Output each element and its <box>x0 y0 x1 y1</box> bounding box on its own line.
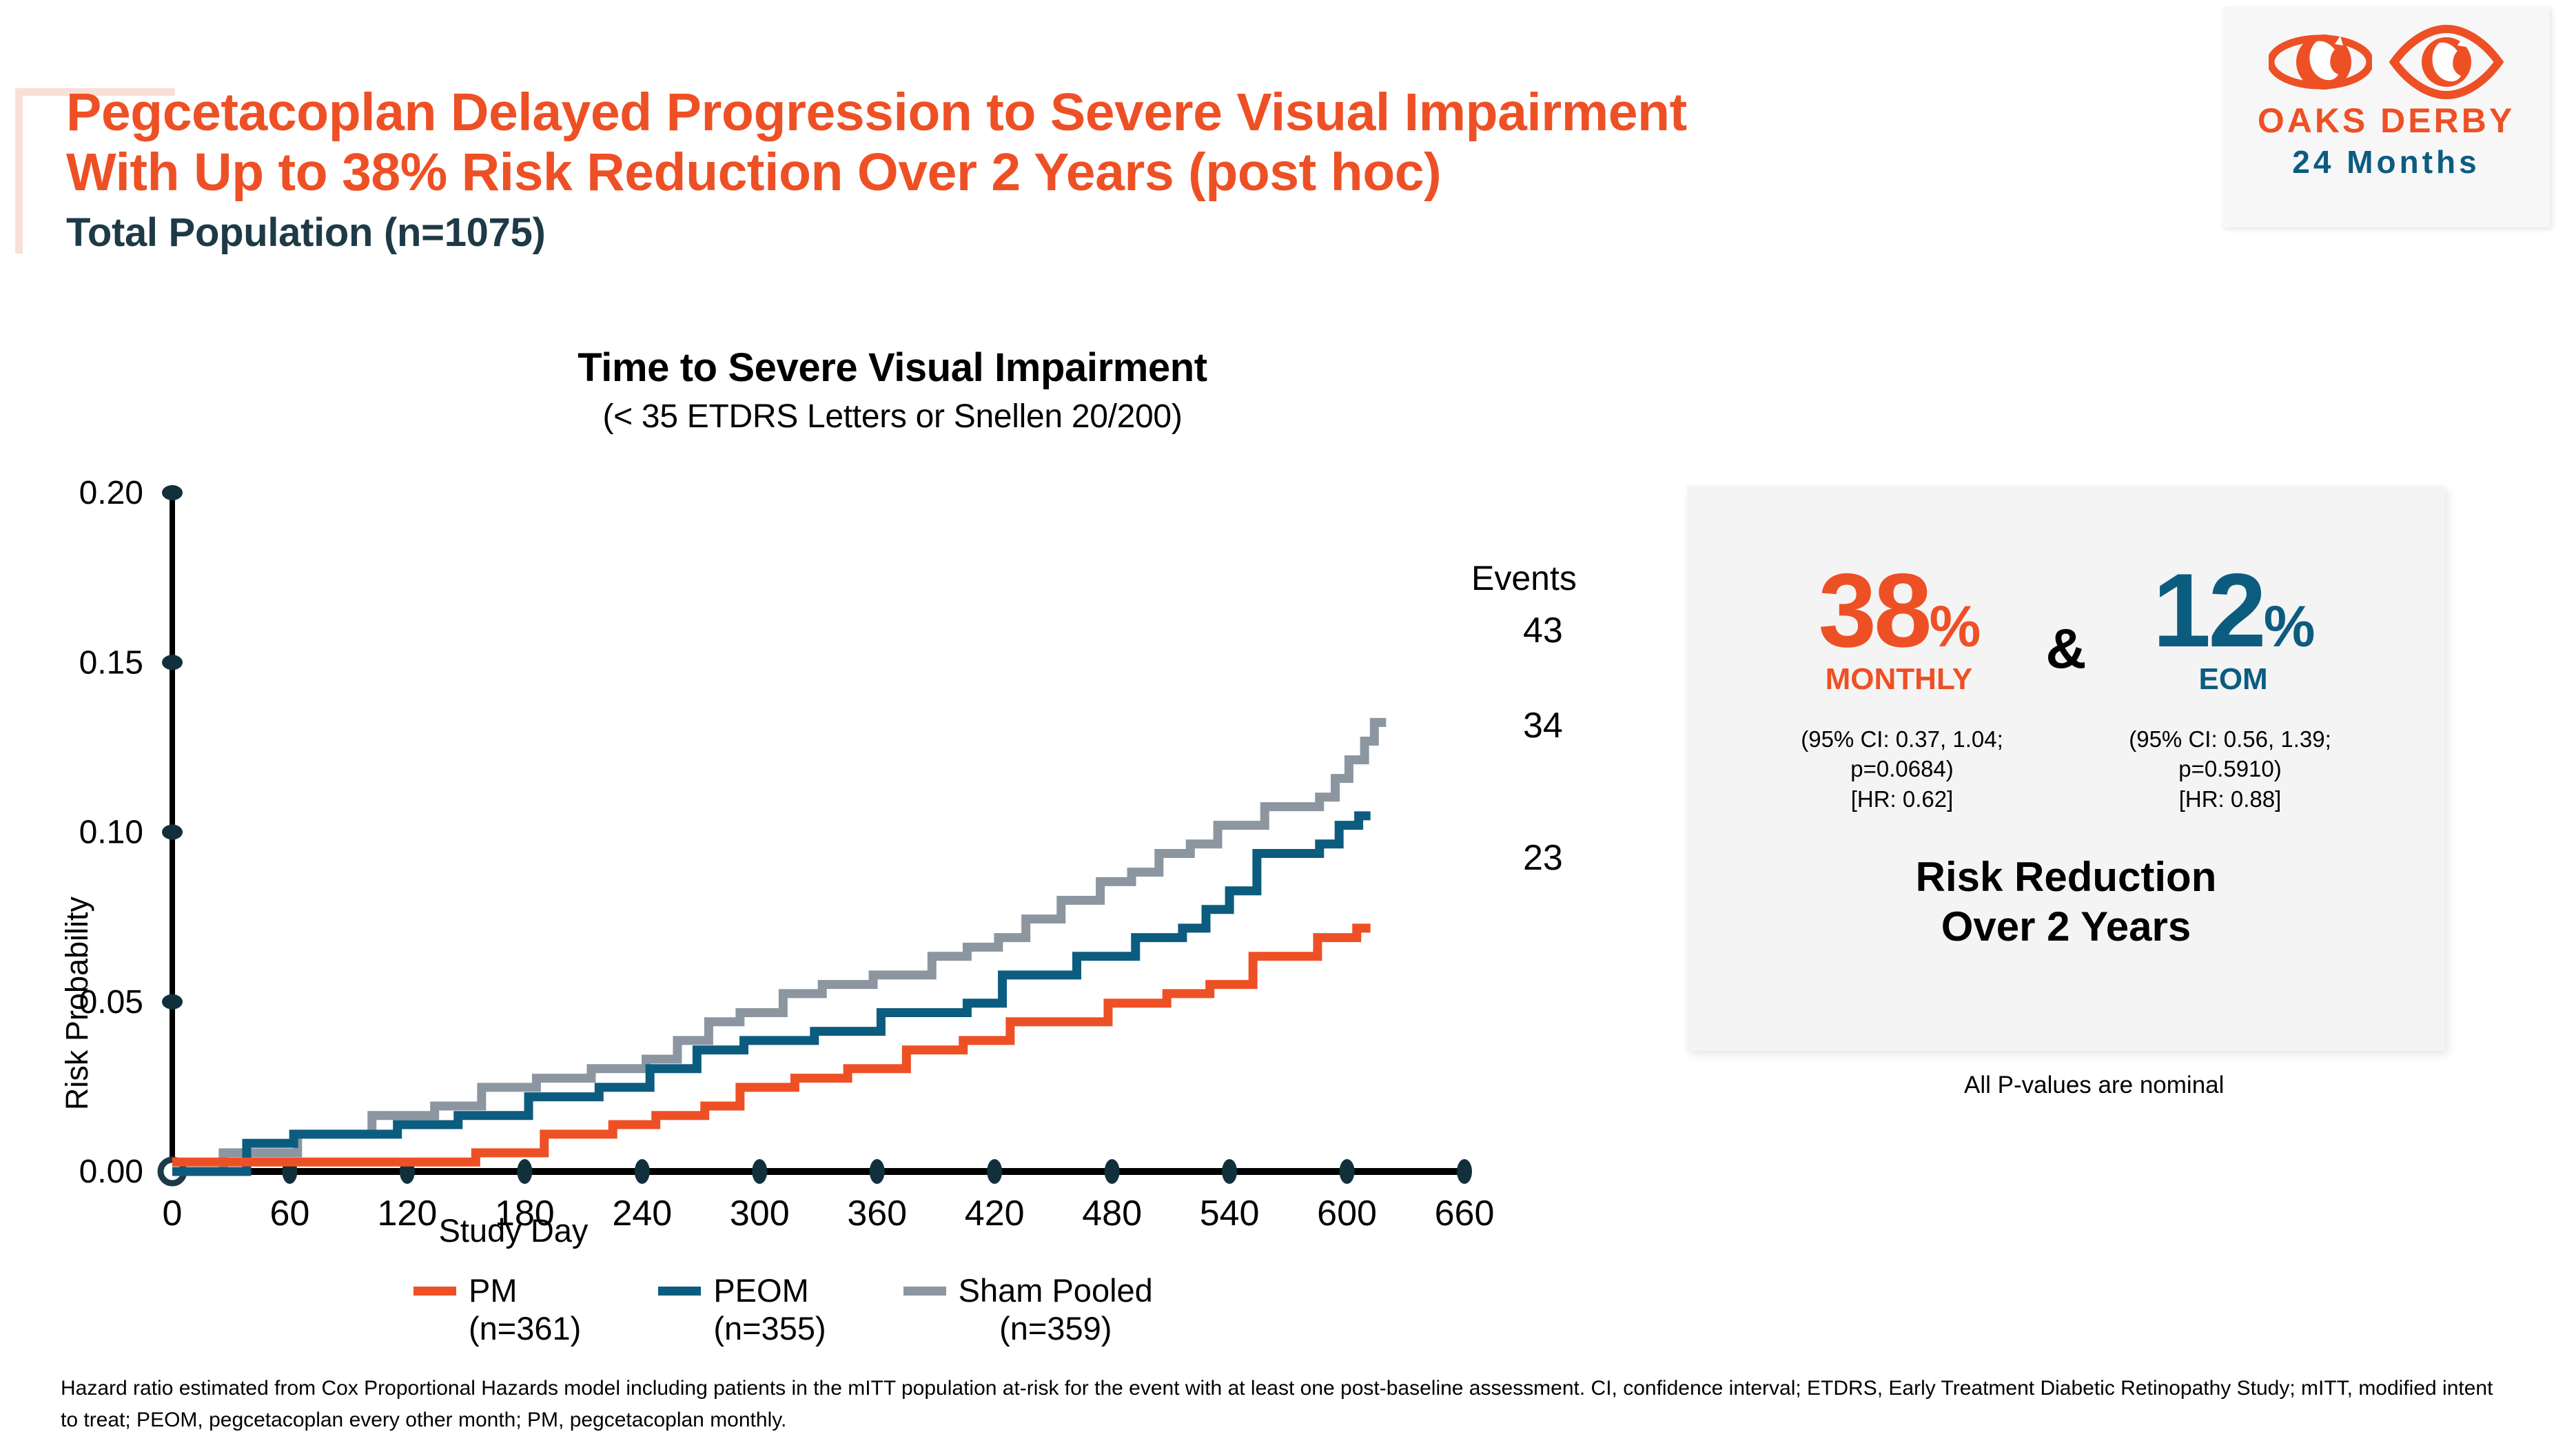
logo-wordmark: OAKS DERBY <box>2257 101 2515 140</box>
y-tick-labels: 0.00 0.05 0.10 0.15 0.20 <box>79 475 143 1190</box>
chart-title: Time to Severe Visual Impairment <box>577 345 1207 390</box>
logo-emblems <box>2222 7 2550 99</box>
card-headline: Risk Reduction Over 2 Years <box>1915 854 2217 950</box>
x-tick-label: 540 <box>1200 1194 1260 1234</box>
event-count-sham: 43 <box>1523 611 1563 651</box>
legend-item-sham: Sham Pooled (n=359) <box>903 1271 1153 1348</box>
legend-n-pm: (n=361) <box>469 1310 582 1347</box>
event-count-pm: 23 <box>1523 838 1563 878</box>
stat-caption-eom: EOM <box>2198 662 2268 696</box>
pvalue-note: All P-values are nominal <box>1964 1072 2225 1098</box>
horse-in-eye-icon <box>2389 23 2504 104</box>
ci-text-eom: (95% CI: 0.56, 1.39; p=0.5910) <box>2129 726 2331 782</box>
kaplan-meier-plot: 0.00 0.05 0.10 0.15 0.20 0 60 120 180 240 300 360 4… <box>79 475 1495 1234</box>
legend-n-peom: (n=355) <box>713 1310 826 1347</box>
page-subtitle: Total Population (n=1075) <box>66 210 546 255</box>
legend-item-pm: PM (n=361) <box>413 1271 581 1348</box>
study-logo: OAKS DERBY 24 Months <box>2222 7 2550 227</box>
footnote: Hazard ratio estimated from Cox Proporti… <box>61 1377 2493 1431</box>
hr-text-eom: [HR: 0.88] <box>2178 786 2282 812</box>
series-line-sham-pooled <box>172 717 1387 1176</box>
chart-panel: Time to Severe Visual Impairment (< 35 E… <box>41 345 1654 1344</box>
x-tick-label: 60 <box>270 1194 310 1234</box>
x-tick-label: 420 <box>965 1194 1025 1234</box>
y-tick-label: 0.15 <box>79 644 143 681</box>
stat-monthly: 38% MONTHLY <box>1771 552 2026 697</box>
event-count-peom: 34 <box>1523 706 1563 746</box>
corner-bracket-decoration <box>15 88 175 254</box>
y-tick-label: 0.20 <box>79 475 143 511</box>
chart-legend: PM (n=361) PEOM (n=355) Sham Pooled (n=3… <box>413 1271 1153 1348</box>
x-tick-label: 480 <box>1082 1194 1142 1234</box>
slide-header: Pegcetacoplan Delayed Progression to Sev… <box>66 83 2175 256</box>
stat-row: 38% MONTHLY & 12% EOM <box>1687 486 2445 697</box>
legend-swatch-sham <box>903 1287 946 1296</box>
y-tick-label: 0.05 <box>79 984 143 1021</box>
x-tick-label: 180 <box>495 1194 555 1234</box>
y-tick-label: 0.10 <box>79 815 143 851</box>
series-lines <box>172 717 1387 1176</box>
legend-swatch-peom <box>658 1287 702 1296</box>
ci-monthly: (95% CI: 0.37, 1.04; p=0.0684) [HR: 0.62… <box>1746 724 2058 815</box>
y-tick-label: 0.00 <box>79 1154 143 1190</box>
legend-item-peom: PEOM (n=355) <box>658 1271 826 1348</box>
stat-caption-monthly: MONTHLY <box>1825 662 1973 696</box>
series-line-peom <box>172 811 1371 1176</box>
plot-area: 0.00 0.05 0.10 0.15 0.20 0 60 120 180 240 300 360 4… <box>41 345 1654 1249</box>
logo-timepoint: 24 Months <box>2292 144 2480 180</box>
stat-value-monthly: 38% <box>1818 552 1981 669</box>
x-tick-label: 300 <box>730 1194 790 1234</box>
hr-text-monthly: [HR: 0.62] <box>1850 786 1954 812</box>
page-title: Pegcetacoplan Delayed Progression to Sev… <box>66 83 1687 202</box>
x-tick-label: 240 <box>612 1194 672 1234</box>
ampersand: & <box>2045 617 2087 680</box>
legend-label-sham: Sham Pooled <box>958 1272 1153 1309</box>
stat-value-eom: 12% <box>2152 552 2316 669</box>
legend-swatch-pm <box>413 1287 456 1296</box>
events-column-header: Events <box>1471 559 1577 597</box>
x-tick-label: 600 <box>1317 1194 1377 1234</box>
x-tick-label: 360 <box>847 1194 907 1234</box>
x-axis-title: Study Day <box>438 1212 589 1249</box>
risk-reduction-card: 38% MONTHLY & 12% EOM (95% CI: 0.37, 1.0… <box>1687 486 2445 1051</box>
y-axis-title: Risk Probability <box>59 896 94 1111</box>
x-tick-label: 120 <box>378 1194 438 1234</box>
series-line-pm <box>172 923 1371 1167</box>
x-tick-label: 660 <box>1435 1194 1495 1234</box>
x-tick-labels: 0 60 120 180 240 300 360 420 480 540 600 660 <box>163 1194 1495 1234</box>
ci-text-monthly: (95% CI: 0.37, 1.04; p=0.0684) <box>1801 726 2003 782</box>
ci-eom: (95% CI: 0.56, 1.39; p=0.5910) [HR: 0.88… <box>2074 724 2386 815</box>
stat-eom: 12% EOM <box>2106 552 2361 697</box>
legend-n-sham: (n=359) <box>999 1310 1112 1347</box>
confidence-interval-row: (95% CI: 0.37, 1.04; p=0.0684) [HR: 0.62… <box>1687 724 2445 815</box>
chart-subtitle: (< 35 ETDRS Letters or Snellen 20/200) <box>602 398 1183 435</box>
x-tick-label: 0 <box>163 1194 183 1234</box>
legend-label-pm: PM <box>469 1272 518 1309</box>
legend-label-peom: PEOM <box>713 1272 809 1309</box>
horse-in-oval-icon <box>2267 23 2373 104</box>
